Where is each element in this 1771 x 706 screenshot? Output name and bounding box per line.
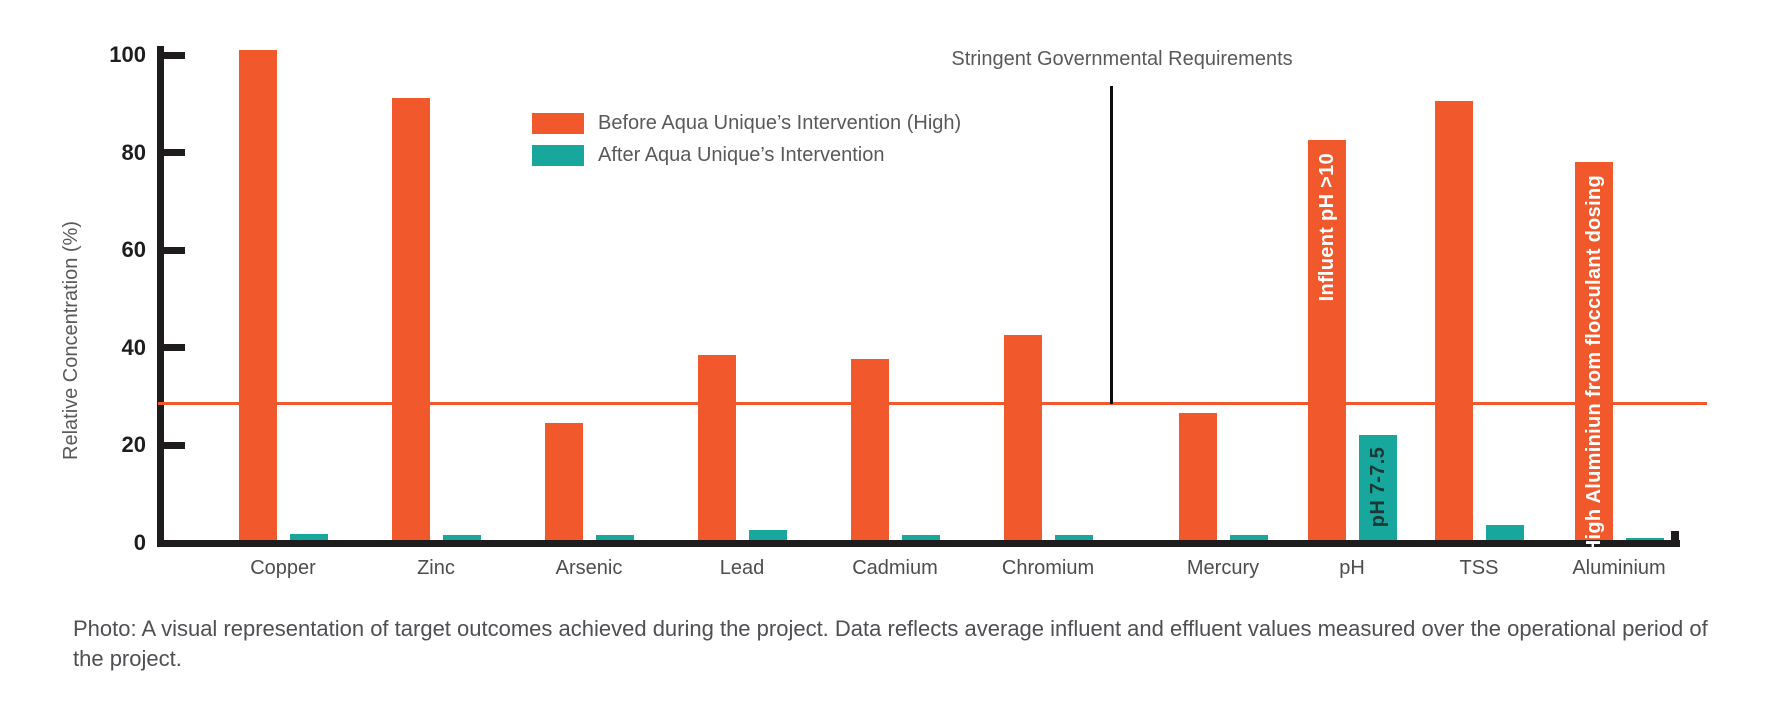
category-label-lead: Lead [719, 557, 765, 579]
legend: Before Aqua Unique’s Intervention (High)… [532, 112, 961, 167]
bar-annotation-text: High Aluminiun from flocculant dosing [1582, 174, 1605, 555]
bar-before-lead [698, 354, 736, 540]
category-label-copper: Copper [250, 557, 316, 579]
y-tick-label-20: 20 [121, 432, 146, 458]
x-axis-end-tick [1671, 531, 1679, 547]
category-label-aluminium: Aluminium [1572, 557, 1666, 579]
y-tick-mark-40 [164, 344, 185, 352]
bar-after-chromium [1055, 535, 1093, 540]
y-tick-mark-60 [164, 246, 185, 254]
y-tick-label-40: 40 [121, 334, 146, 360]
bar-after-copper [290, 534, 328, 540]
y-tick-label-0: 0 [133, 530, 146, 555]
bar-before-aluminium [1575, 161, 1613, 540]
legend-swatch-before [532, 113, 584, 134]
chart-caption: Photo: A visual representation of target… [73, 616, 1708, 672]
category-label-mercury: Mercury [1186, 557, 1260, 579]
requirements-line [1110, 86, 1113, 404]
bar-after-cadmium [902, 535, 940, 540]
category-label-chromium: Chromium [1001, 557, 1095, 579]
category-label-tss: TSS [1459, 557, 1499, 579]
bar-before-cadmium [851, 359, 889, 540]
y-axis-line [157, 46, 164, 547]
legend-item-before: Before Aqua Unique’s Intervention (High) [532, 112, 961, 135]
bar-after-lead [749, 530, 787, 540]
bar-annotation-text: Influent pH >10 [1315, 152, 1338, 302]
bar-after-tss [1486, 525, 1524, 540]
bar-after-aluminium [1626, 537, 1664, 540]
bar-after-zinc [443, 535, 481, 540]
bar-before-mercury [1179, 413, 1217, 540]
category-label-arsenic: Arsenic [555, 557, 623, 579]
y-tick-label-60: 60 [121, 237, 146, 263]
bar-before-copper [239, 49, 277, 540]
y-tick-mark-20 [164, 441, 185, 449]
bar-before-zinc [392, 98, 430, 540]
bar-after-arsenic [596, 535, 634, 540]
y-tick-label-80: 80 [121, 139, 146, 165]
bar-annotation-text: pH 7-7.5 [1366, 447, 1389, 528]
bar-annotation-ph-after: pH 7-7.5 [1359, 435, 1397, 540]
bar-before-tss [1435, 100, 1473, 540]
y-axis-title: Relative Concentration (%) [60, 221, 82, 460]
y-tick-mark-80 [164, 149, 185, 157]
requirements-label: Stringent Governmental Requirements [951, 48, 1293, 70]
bar-annotation-aluminium-before: High Aluminiun from flocculant dosing [1575, 162, 1613, 554]
x-axis-line [157, 540, 1680, 547]
legend-label-after: After Aqua Unique’s Intervention [598, 144, 885, 166]
bar-annotation-ph-before: Influent pH >10 [1308, 140, 1346, 540]
y-tick-mark-100 [164, 51, 185, 59]
bar-before-chromium [1004, 335, 1042, 540]
bar-before-arsenic [545, 422, 583, 540]
bar-after-ph [1359, 435, 1397, 540]
category-label-cadmium: Cadmium [852, 557, 938, 579]
bar-after-mercury [1230, 535, 1268, 540]
category-label-zinc: Zinc [417, 557, 455, 579]
bar-before-ph [1308, 139, 1346, 540]
y-tick-label-100: 100 [109, 42, 146, 67]
legend-label-before: Before Aqua Unique’s Intervention (High) [598, 112, 962, 134]
category-label-ph: pH [1339, 557, 1365, 579]
threshold-line [158, 402, 1707, 406]
legend-swatch-after [532, 145, 584, 166]
legend-item-after: After Aqua Unique’s Intervention [532, 144, 961, 167]
